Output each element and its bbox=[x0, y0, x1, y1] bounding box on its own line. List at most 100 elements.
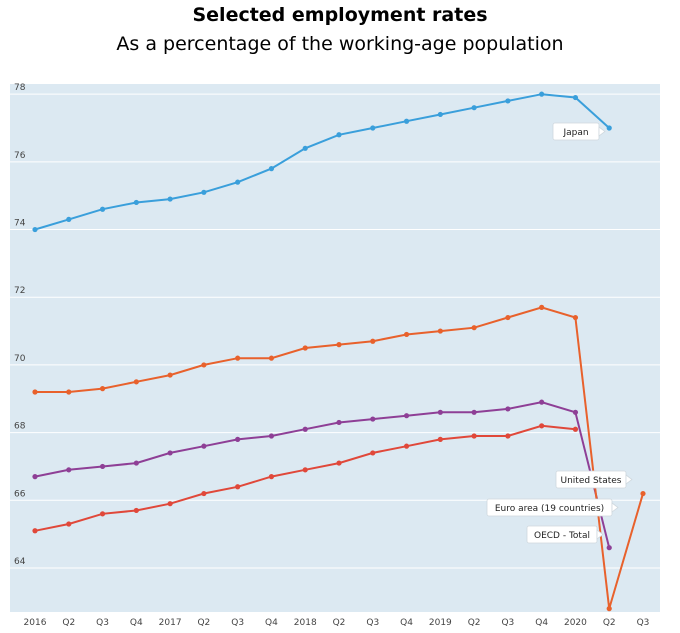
data-point bbox=[99, 206, 106, 212]
y-tick-label: 66 bbox=[14, 489, 26, 499]
x-tick-label: Q3 bbox=[96, 618, 109, 628]
data-point bbox=[66, 467, 72, 473]
data-point bbox=[471, 433, 477, 439]
y-tick-label: 78 bbox=[14, 83, 26, 93]
data-point bbox=[471, 409, 477, 415]
data-point bbox=[403, 331, 410, 338]
data-point bbox=[32, 528, 38, 534]
x-tick-label: Q3 bbox=[637, 618, 650, 628]
data-point bbox=[99, 386, 106, 392]
series-label: OECD - Total bbox=[534, 531, 590, 541]
data-point bbox=[539, 304, 545, 310]
x-tick-label: Q3 bbox=[366, 618, 379, 628]
data-point bbox=[370, 125, 376, 131]
data-point bbox=[268, 474, 275, 480]
series-label-pointer bbox=[596, 529, 604, 540]
x-tick-label: Q4 bbox=[265, 618, 278, 628]
data-point bbox=[336, 342, 342, 348]
data-point bbox=[235, 436, 241, 442]
x-tick-label: Q2 bbox=[197, 618, 210, 628]
plot-area bbox=[10, 84, 660, 612]
data-point bbox=[201, 362, 207, 368]
data-point bbox=[66, 521, 72, 527]
data-point bbox=[32, 474, 38, 480]
data-point bbox=[471, 325, 477, 331]
data-point bbox=[201, 490, 207, 497]
y-tick-label: 68 bbox=[14, 422, 26, 432]
data-point bbox=[235, 484, 241, 490]
series-line bbox=[34, 401, 611, 548]
data-point bbox=[572, 409, 579, 415]
data-point bbox=[302, 426, 308, 432]
data-point bbox=[235, 179, 241, 185]
data-point bbox=[370, 338, 376, 344]
series-label-pointer bbox=[625, 474, 633, 485]
data-point bbox=[539, 91, 545, 97]
x-tick-label: Q3 bbox=[501, 618, 514, 628]
data-point bbox=[471, 105, 477, 111]
data-point bbox=[606, 545, 612, 551]
data-point bbox=[403, 413, 410, 419]
data-point bbox=[99, 463, 106, 470]
data-point bbox=[201, 443, 207, 449]
data-point bbox=[336, 460, 342, 466]
x-tick-label: 2020 bbox=[564, 618, 587, 628]
data-point bbox=[268, 166, 275, 172]
data-point bbox=[336, 132, 342, 138]
data-point bbox=[201, 189, 207, 195]
data-point bbox=[640, 490, 646, 497]
y-tick-label: 70 bbox=[14, 354, 26, 364]
data-point bbox=[167, 196, 173, 202]
data-point bbox=[505, 406, 511, 412]
x-tick-label: Q4 bbox=[535, 618, 548, 628]
data-point bbox=[505, 314, 511, 321]
data-point bbox=[302, 345, 308, 351]
x-tick-label: Q4 bbox=[400, 618, 413, 628]
data-point bbox=[133, 460, 139, 466]
data-point bbox=[302, 145, 308, 151]
data-point bbox=[606, 125, 612, 131]
data-point bbox=[32, 226, 38, 233]
data-point bbox=[505, 98, 511, 104]
y-tick-label: 76 bbox=[14, 151, 26, 161]
data-point bbox=[572, 94, 579, 101]
x-tick-label: Q2 bbox=[603, 618, 616, 628]
x-tick-label: Q2 bbox=[333, 618, 346, 628]
data-point bbox=[572, 314, 579, 321]
series-label: Euro area (19 countries) bbox=[495, 504, 604, 514]
data-point bbox=[235, 355, 241, 361]
data-point bbox=[437, 409, 443, 415]
data-point bbox=[403, 118, 410, 124]
series-line bbox=[34, 93, 610, 231]
data-point bbox=[606, 606, 612, 612]
x-tick-label: 2018 bbox=[294, 618, 317, 628]
data-point bbox=[99, 511, 106, 517]
data-point bbox=[370, 450, 376, 456]
data-point bbox=[167, 501, 173, 507]
series-label: Japan bbox=[562, 128, 588, 138]
chart-title: Selected employment rates bbox=[192, 4, 488, 26]
data-point bbox=[437, 328, 443, 334]
x-tick-label: Q3 bbox=[231, 618, 244, 628]
data-point bbox=[167, 372, 173, 378]
data-point bbox=[66, 389, 72, 395]
chart-subtitle: As a percentage of the working-age popul… bbox=[116, 33, 564, 55]
x-tick-label: 2019 bbox=[429, 618, 452, 628]
data-point bbox=[437, 436, 443, 442]
y-tick-label: 72 bbox=[14, 286, 25, 296]
data-point bbox=[66, 216, 72, 222]
data-point bbox=[539, 423, 545, 429]
data-point bbox=[336, 419, 342, 426]
y-tick-label: 74 bbox=[14, 219, 26, 229]
x-tick-label: Q2 bbox=[62, 618, 75, 628]
data-point bbox=[505, 433, 511, 439]
series-label-pointer bbox=[598, 126, 606, 137]
data-point bbox=[133, 507, 139, 514]
data-point bbox=[403, 443, 410, 449]
data-point bbox=[268, 355, 275, 361]
series-label-pointer bbox=[611, 502, 619, 513]
x-tick-label: 2016 bbox=[24, 618, 47, 628]
data-point bbox=[167, 450, 173, 456]
data-point bbox=[370, 416, 376, 422]
